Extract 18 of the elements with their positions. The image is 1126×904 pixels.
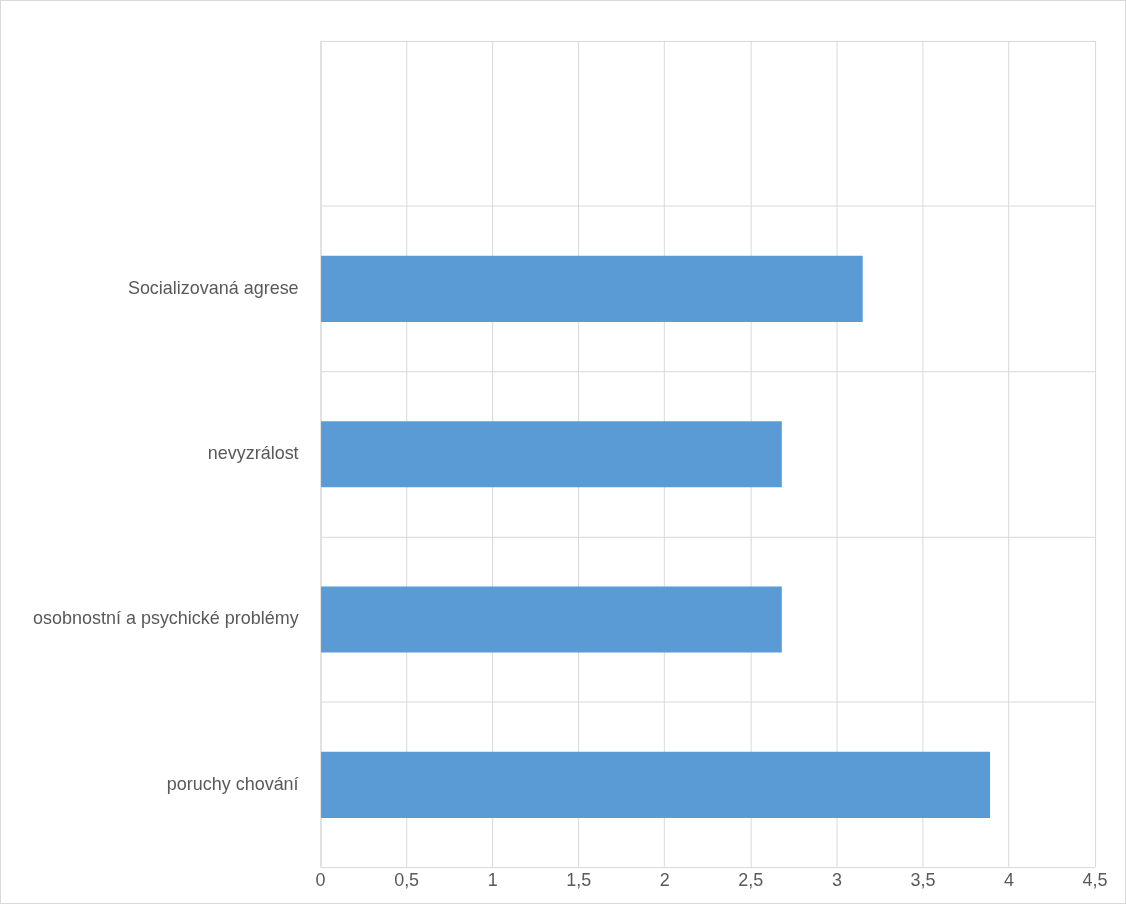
bar xyxy=(321,586,782,653)
bar xyxy=(321,751,991,818)
x-tick-label: 0 xyxy=(315,870,326,891)
y-tick-label: poruchy chování xyxy=(166,773,299,794)
x-tick-label: 3,5 xyxy=(910,870,936,891)
bar xyxy=(321,255,863,322)
x-tick-label: 3 xyxy=(831,870,842,891)
x-tick-label: 2,5 xyxy=(738,870,764,891)
x-tick-label: 2 xyxy=(659,870,670,891)
x-tick-label: 4,5 xyxy=(1082,870,1108,891)
y-tick-label: nevyzrálost xyxy=(207,443,299,464)
x-tick-label: 4 xyxy=(1004,870,1014,891)
x-tick-label: 0,5 xyxy=(394,870,420,891)
x-tick-label: 1 xyxy=(487,870,498,891)
bar xyxy=(321,421,782,488)
y-tick-label: Socializovaná agrese xyxy=(127,277,299,298)
x-tick-label: 1,5 xyxy=(566,870,592,891)
y-tick-label: osobnostní a psychické problémy xyxy=(33,608,299,629)
